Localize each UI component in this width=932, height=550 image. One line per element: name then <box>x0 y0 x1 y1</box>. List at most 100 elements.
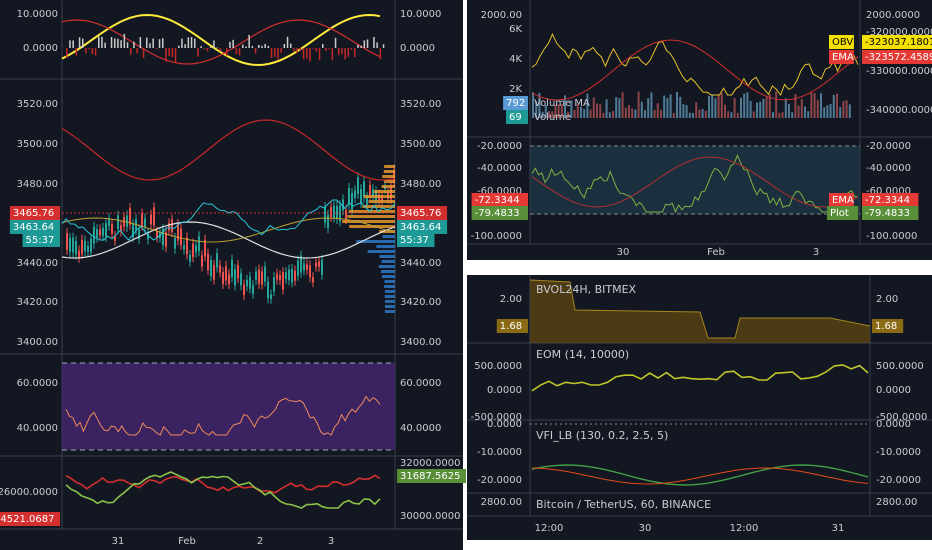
volume-profile <box>384 305 395 308</box>
candle <box>147 233 149 240</box>
volume-bar <box>816 99 819 118</box>
volume-bar <box>701 108 704 118</box>
histogram <box>82 38 84 48</box>
axis-label: 3520.00 <box>400 99 441 110</box>
candle <box>294 270 296 281</box>
axis-label: 3400.00 <box>400 337 441 348</box>
candle <box>102 227 104 236</box>
axis-label: 3440.00 <box>400 258 441 269</box>
axis-label: 30 <box>617 247 630 258</box>
candle <box>120 225 122 232</box>
candle <box>363 181 365 198</box>
volume-bar <box>794 93 797 118</box>
histogram <box>114 38 116 48</box>
volume-bar <box>554 104 557 118</box>
volume-bar <box>640 101 643 118</box>
volume-bar <box>573 110 576 118</box>
histogram <box>178 45 180 48</box>
candle <box>96 229 98 238</box>
candle <box>162 228 164 246</box>
volume-bar <box>788 103 790 118</box>
histogram <box>280 48 282 53</box>
candle <box>243 284 245 296</box>
candle <box>228 274 230 285</box>
volume-bar <box>756 102 758 118</box>
histogram <box>325 48 327 51</box>
volume-bar <box>666 98 669 118</box>
axis-label: -10.0000 <box>876 447 921 458</box>
axis-label: 3 <box>813 247 819 258</box>
volume-bar <box>631 108 634 118</box>
axis-label: Feb <box>178 536 196 547</box>
volume-bar <box>839 107 842 118</box>
series-line <box>65 474 381 494</box>
badge <box>397 233 435 247</box>
badge <box>471 193 528 207</box>
candle <box>297 260 299 276</box>
volume-bar <box>768 94 771 118</box>
badge <box>506 110 528 124</box>
volume-profile <box>379 255 395 258</box>
volume-bar <box>634 109 637 118</box>
histogram <box>200 46 202 48</box>
histogram <box>331 48 334 61</box>
series-line <box>531 39 859 101</box>
badge <box>503 96 528 110</box>
volume-bar <box>535 100 538 118</box>
candle <box>276 273 278 280</box>
volume-bar <box>724 104 726 118</box>
volume-profile <box>381 185 395 188</box>
volume-bar <box>692 112 694 118</box>
candle <box>267 281 269 299</box>
volume-bar <box>781 112 784 118</box>
axis-label: 26000.0000 <box>0 487 58 498</box>
histogram <box>155 48 158 49</box>
volume-bar <box>676 91 678 118</box>
candle <box>156 231 158 238</box>
histogram <box>152 38 154 48</box>
volume-bar <box>800 98 803 118</box>
histogram <box>312 48 314 49</box>
volume-bar <box>541 111 544 118</box>
axis-label: 2 <box>257 536 263 547</box>
volume-bar <box>720 93 723 118</box>
bvol-area <box>530 280 870 343</box>
candle <box>318 261 320 267</box>
axis-label: 40.0000 <box>17 423 58 434</box>
histogram <box>338 48 340 55</box>
badge-label: 69 <box>509 112 522 123</box>
volume-bar <box>848 104 851 118</box>
candle <box>180 228 182 246</box>
candle <box>144 218 146 228</box>
histogram <box>376 42 378 48</box>
histogram <box>373 36 375 48</box>
histogram <box>322 43 324 48</box>
axis-label: -340000.0000 <box>866 105 932 116</box>
candle <box>369 185 371 195</box>
volume-bar <box>628 104 630 118</box>
badge <box>862 35 932 49</box>
volume-profile <box>347 215 395 218</box>
badge <box>471 206 528 220</box>
candle <box>171 219 173 233</box>
axis-label: -320000.0000 <box>866 27 932 38</box>
badge-label: 55:37 <box>400 235 429 246</box>
candle <box>234 269 236 286</box>
legend-label: Volume <box>534 112 571 123</box>
candle <box>90 238 92 253</box>
volume-bar <box>775 91 778 118</box>
volume-profile <box>368 200 395 203</box>
candle <box>150 214 152 225</box>
series-line <box>531 153 859 213</box>
volume-bar <box>807 111 810 118</box>
candle <box>291 268 293 283</box>
candle <box>186 237 188 255</box>
axis-label: 2800.00 <box>876 497 917 508</box>
volume-bar <box>586 93 589 118</box>
candle <box>183 245 185 250</box>
volume-bar <box>564 95 566 118</box>
badge-label: -79.4833 <box>865 208 910 219</box>
volume-profile <box>362 205 395 208</box>
volume-bar <box>845 100 848 118</box>
histogram <box>350 48 353 50</box>
